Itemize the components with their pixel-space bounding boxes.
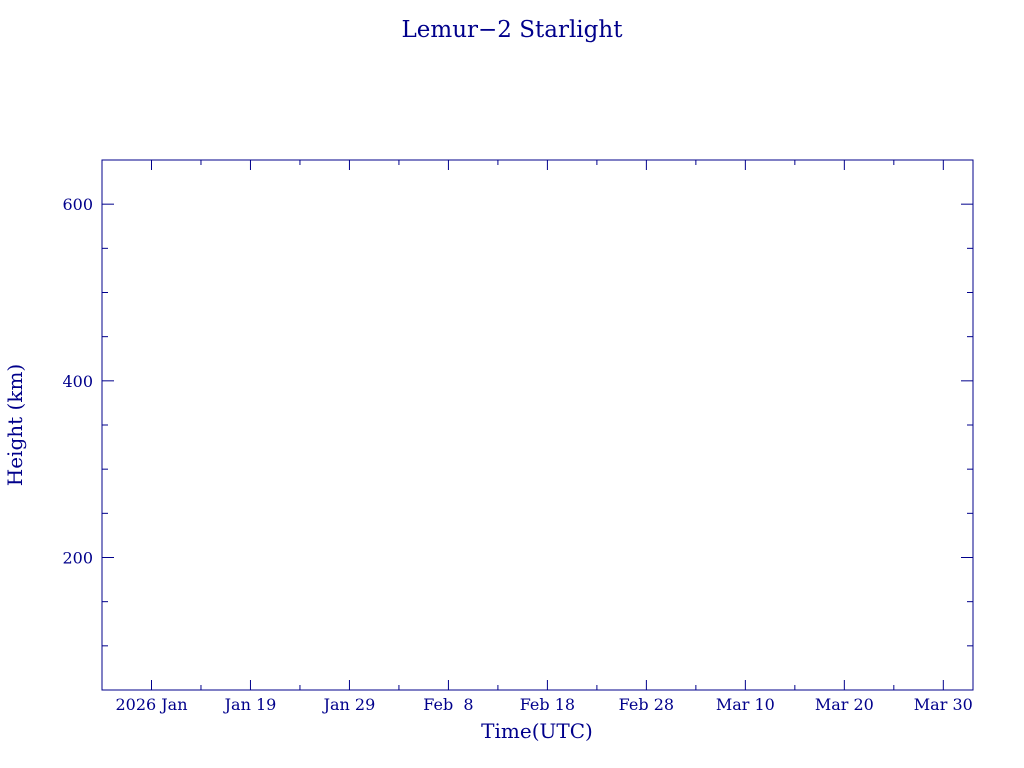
x-tick-label: Feb 8: [423, 695, 473, 714]
y-axis-tick-labels: 200 400 600: [62, 195, 93, 567]
y-axis-ticks: [102, 203, 973, 647]
x-tick-label: Mar 10: [716, 695, 775, 714]
y-axis-label: Height (km): [3, 364, 27, 486]
chart-title: Lemur−2 Starlight: [402, 17, 624, 43]
plot-frame: [101, 159, 974, 691]
x-tick-label: Feb 28: [619, 695, 674, 714]
x-tick-label: Mar 20: [815, 695, 874, 714]
x-axis-ticks: [150, 160, 944, 690]
x-tick-label: Feb 18: [520, 695, 575, 714]
y-tick-label: 200: [62, 549, 93, 568]
x-axis-label: Time(UTC): [481, 719, 593, 743]
x-axis-tick-labels: 2026 Jan Jan 19 Jan 29 Feb 8 Feb 18 Feb 28 Mar…: [115, 695, 972, 714]
x-tick-label: Jan 29: [322, 695, 376, 714]
x-tick-label: Jan 19: [223, 695, 277, 714]
y-tick-label: 600: [62, 195, 93, 214]
x-tick-label: Mar 30: [914, 695, 973, 714]
x-tick-label: 2026 Jan: [115, 695, 187, 714]
y-tick-label: 400: [62, 372, 93, 391]
